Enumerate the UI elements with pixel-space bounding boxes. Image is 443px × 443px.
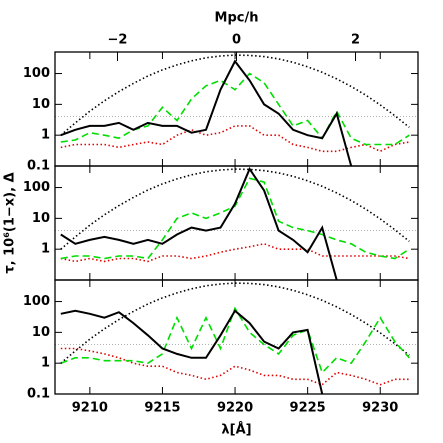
series-line: [60, 306, 410, 374]
x2-tick-label: 2: [351, 33, 360, 48]
x-tick-label: 9230: [362, 401, 398, 416]
plot-area: [55, 166, 418, 280]
plot-area: [55, 54, 418, 166]
x2-tick-label: 0: [232, 33, 241, 48]
frame: [54, 51, 419, 167]
y-tick-label: 1: [41, 356, 50, 371]
y-tick-label: 100: [23, 66, 50, 81]
frame: [54, 279, 419, 395]
series-line: [60, 282, 410, 364]
series-line: [60, 54, 410, 136]
y-tick-label: 10: [32, 325, 50, 340]
y-tick-label: 100: [23, 180, 50, 195]
x2-tick-label: −2: [108, 33, 128, 48]
x-tick-label: 9225: [290, 401, 326, 416]
x-tick-label: 9220: [217, 401, 253, 416]
plot-area: [55, 282, 418, 394]
x2-axis-label: Mpc/h: [215, 11, 259, 26]
y-tick-label: 0.1: [27, 387, 50, 402]
series-line: [60, 168, 410, 250]
series-line: [60, 177, 410, 260]
y-tick-label: 1: [41, 242, 50, 257]
series-line: [60, 59, 353, 166]
series-line: [60, 242, 410, 263]
y-axis-label: τ, 10⁶(1−x), Δ: [3, 172, 18, 273]
y-tick-label: 10: [32, 97, 50, 112]
y-tick-label: 1: [41, 128, 50, 143]
frame: [54, 165, 419, 281]
series-line: [60, 72, 410, 146]
x-axis-label: λ[Å]: [221, 422, 251, 438]
y-tick-label: 0.1: [27, 159, 50, 174]
y-tick-label: 100: [23, 294, 50, 309]
y-tick-label: 10: [32, 211, 50, 226]
x-tick-label: 9210: [72, 401, 108, 416]
series-line: [60, 125, 410, 153]
x-tick-label: 9215: [144, 401, 180, 416]
series-line: [60, 166, 338, 280]
series-line: [60, 309, 324, 394]
